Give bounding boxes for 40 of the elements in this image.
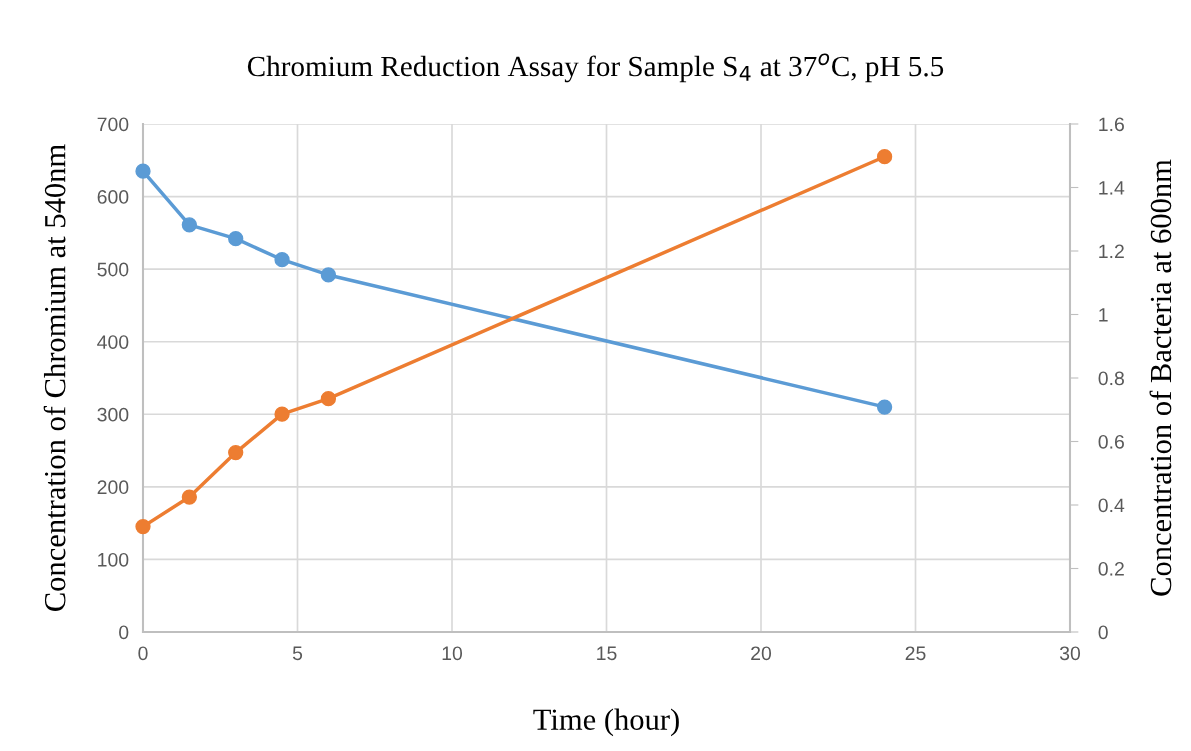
- y-tick-label: 400: [97, 335, 129, 349]
- x-tick-label: 30: [1059, 646, 1081, 661]
- y2-tick-label: 0: [1098, 625, 1108, 640]
- point: [274, 252, 290, 268]
- x-tick-label: 25: [905, 646, 926, 661]
- x-tick-label: 5: [292, 646, 303, 661]
- y2-axis-title: Concentration of Bacteria at 600nm: [1149, 159, 1172, 596]
- y-tick-label: 200: [97, 480, 129, 495]
- y-tick-label: 0: [119, 625, 129, 640]
- point: [228, 231, 244, 247]
- y2-tick-label: 1.2: [1099, 244, 1124, 259]
- y-tick-label: 600: [97, 190, 129, 204]
- x-tick-label: 0: [138, 646, 148, 661]
- y2-tick-label: 1: [1099, 308, 1108, 322]
- point: [228, 444, 244, 461]
- y-tick-label: 700: [97, 117, 129, 132]
- point: [181, 217, 197, 233]
- x-tick-label: 15: [597, 646, 617, 661]
- x-tick-label: 10: [442, 646, 463, 661]
- y-tick-label: 100: [98, 552, 129, 567]
- x-axis-title: Time (hour): [533, 708, 679, 737]
- y-tick-label: 300: [97, 407, 129, 422]
- y2-tick-label: 1.4: [1099, 181, 1125, 195]
- y2-tick-label: 0.6: [1098, 434, 1124, 449]
- point: [320, 390, 337, 407]
- point: [274, 406, 290, 422]
- y2-tick-label: 0.8: [1098, 371, 1124, 386]
- x-tick-label: 20: [751, 646, 772, 661]
- point: [135, 163, 151, 179]
- point: [876, 399, 893, 415]
- point: [320, 267, 337, 283]
- y-tick-label: 500: [97, 262, 129, 277]
- y2-tick-label: 1.6: [1099, 117, 1124, 132]
- point: [135, 518, 151, 535]
- point: [876, 149, 893, 165]
- y-axis-title: Concentration of Chromium at 540nm: [43, 144, 66, 611]
- y2-tick-label: 0.4: [1098, 498, 1125, 513]
- chart-title: Chromium Reduction Assay for Sample S$_{4}$ at 37$^{o}$C, pH 5.5: [247, 53, 944, 83]
- y2-tick-label: 0.2: [1098, 561, 1124, 576]
- point: [181, 489, 197, 505]
